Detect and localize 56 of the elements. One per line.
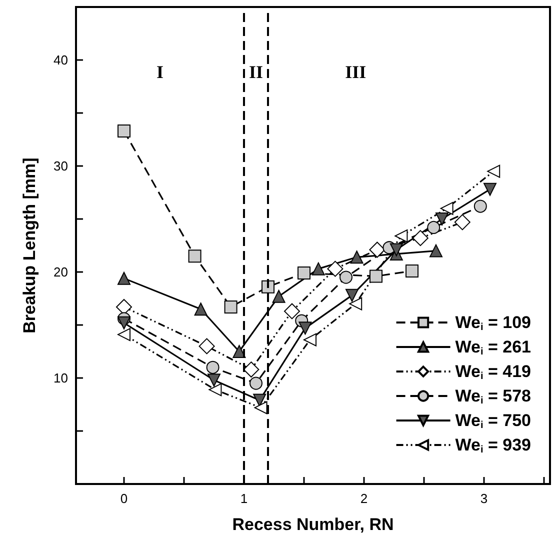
y-tick-label: 40: [54, 52, 68, 68]
x-axis-title: Recess Number, RN: [232, 515, 394, 534]
point: [474, 200, 487, 213]
y-tick-label: 10: [54, 370, 68, 386]
point: [118, 124, 130, 138]
point: [298, 266, 310, 280]
point: [254, 401, 268, 414]
point: [118, 272, 130, 285]
annotation: II: [248, 62, 264, 82]
point: [224, 300, 238, 314]
point: [406, 264, 418, 278]
point: [118, 328, 130, 342]
point: [349, 297, 362, 310]
x-tick-label: 0: [120, 491, 128, 506]
point: [304, 333, 316, 346]
point: [340, 270, 352, 284]
point: [284, 303, 300, 320]
x-tick-label: 1: [240, 491, 248, 506]
point: [369, 242, 386, 258]
point: [430, 244, 442, 258]
annotation: III: [345, 62, 366, 82]
point: [390, 243, 403, 256]
point: [412, 230, 428, 246]
y-tick-label: 20: [54, 264, 68, 280]
point: [243, 362, 260, 378]
point: [440, 202, 454, 215]
point: [487, 164, 500, 178]
point: [436, 212, 448, 226]
point: [427, 220, 440, 234]
point: [250, 376, 262, 390]
annotation: I: [156, 62, 164, 82]
point: [484, 182, 496, 196]
point: [350, 250, 364, 264]
point: [118, 316, 130, 330]
point: [346, 288, 358, 302]
point: [232, 345, 246, 358]
point: [208, 383, 222, 396]
point: [298, 322, 312, 335]
point: [198, 338, 215, 354]
point: [194, 302, 208, 316]
point: [208, 374, 220, 387]
point: [116, 298, 132, 315]
point: [370, 270, 382, 283]
x-tick-label: 2: [360, 491, 368, 506]
y-axis-title: Breakup Length [mm]: [20, 158, 39, 334]
point: [206, 360, 220, 374]
point: [312, 262, 325, 276]
point: [327, 260, 344, 277]
point: [188, 250, 202, 263]
point: [272, 290, 286, 303]
x-tick-label: 3: [480, 491, 488, 506]
point: [253, 394, 266, 407]
y-tick-label: 30: [54, 158, 68, 174]
point: [262, 280, 274, 294]
point: [394, 229, 408, 242]
point: [454, 214, 470, 230]
